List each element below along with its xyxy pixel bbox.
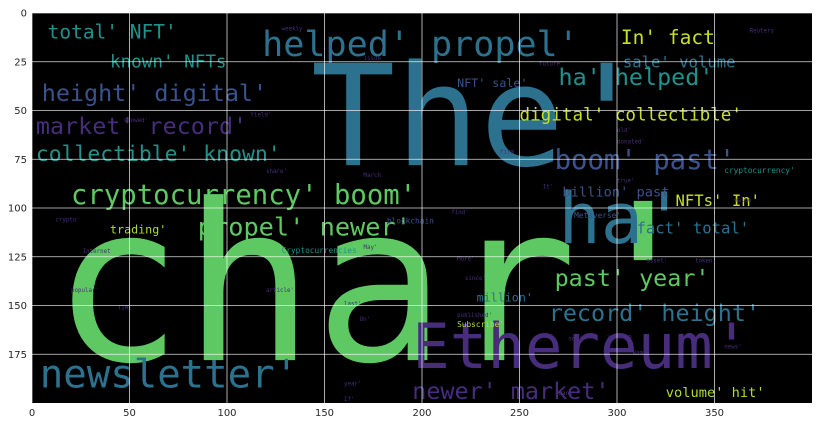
x-axis: 0 50 100 150 200 250 300 350 xyxy=(29,408,724,419)
y-tick-label-1: 25 xyxy=(14,57,27,68)
y-tick-label-4: 100 xyxy=(8,204,27,215)
word-layer: char'The'ha' Ethereum' newsletter' helped' … xyxy=(36,20,795,412)
word-53: popular' xyxy=(71,288,99,294)
word-27: million' xyxy=(477,291,533,305)
word-11: record' height' xyxy=(549,299,760,327)
word-64: year' xyxy=(344,381,361,387)
word-38: Yield' xyxy=(250,112,271,118)
word-52: article' xyxy=(266,288,294,294)
word-9: ha' helped' xyxy=(559,63,714,91)
word-18: In' fact xyxy=(621,26,715,49)
y-tick-label-7: 175 xyxy=(8,350,27,361)
word-43: share' xyxy=(266,169,287,175)
word-42: old' xyxy=(617,128,631,134)
word-13: height' digital' xyxy=(42,79,267,107)
word-25: NFT' sale' xyxy=(457,76,527,90)
word-47: find' xyxy=(451,210,468,216)
y-tick-label-6: 150 xyxy=(8,301,27,312)
word-17: known' NFTs xyxy=(110,53,227,73)
word-57: true' xyxy=(617,179,634,185)
x-tick-label-2: 100 xyxy=(217,408,236,419)
word-4: newsletter' xyxy=(40,352,298,397)
word-5: helped' propel' xyxy=(262,24,579,65)
word-2: ha' xyxy=(559,178,686,260)
word-46: May' xyxy=(364,245,378,251)
word-26: trading' xyxy=(110,222,166,236)
word-58: value xyxy=(734,198,752,204)
x-tick-label-1: 50 xyxy=(123,408,136,419)
word-33: weekly xyxy=(282,27,303,33)
word-6: cryptocurrency' boom' xyxy=(71,180,416,211)
word-39: March xyxy=(364,173,381,179)
y-tick-label-5: 125 xyxy=(8,252,27,263)
word-54: TIME xyxy=(118,305,132,311)
word-3: Ethereum' xyxy=(412,310,750,383)
word-45: Internet xyxy=(83,249,111,255)
word-19: digital' collectible' xyxy=(520,105,742,125)
word-65: If' xyxy=(344,397,354,403)
word-63: Bank xyxy=(559,391,573,397)
x-tick-label-0: 0 xyxy=(29,408,35,419)
y-tick-label-2: 50 xyxy=(14,106,27,117)
word-60: version xyxy=(607,335,631,341)
word-12: newer' market' xyxy=(412,377,609,405)
word-21: NFTs' In' xyxy=(676,192,761,210)
word-56: On' xyxy=(360,317,370,323)
word-51: token' xyxy=(695,259,716,265)
x-tick-label-4: 200 xyxy=(412,408,431,419)
word-30: cryptocurrency' xyxy=(724,166,794,175)
word-50: asset' xyxy=(646,259,667,265)
y-axis: 0 25 50 75 100 125 150 175 xyxy=(8,9,27,361)
x-tick-label-3: 150 xyxy=(315,408,334,419)
word-23: volume' hit' xyxy=(666,385,765,401)
y-tick-label-3: 75 xyxy=(14,155,27,166)
word-37: showed' xyxy=(124,118,148,124)
word-40: donated' xyxy=(617,140,645,146)
word-67: It' xyxy=(543,185,553,191)
word-49: since' xyxy=(465,276,486,282)
y-tick-label-0: 0 xyxy=(21,9,27,20)
word-31: blockchain xyxy=(387,217,434,226)
word-16: total' NFT' xyxy=(48,20,177,43)
word-48: More' xyxy=(457,257,474,263)
word-61: Name xyxy=(633,350,647,356)
word-1: The' xyxy=(311,36,649,199)
word-59: one' xyxy=(568,337,582,343)
x-tick-label-6: 300 xyxy=(607,408,626,419)
word-14: market' record' xyxy=(36,112,247,140)
word-66: last' xyxy=(344,302,361,308)
word-29: Metaverse' xyxy=(574,211,621,220)
word-44: crypto' xyxy=(55,218,79,224)
word-10: past' year' xyxy=(555,264,710,292)
word-15: collectible' known' xyxy=(36,142,281,167)
word-62: news' xyxy=(724,344,741,350)
word-7: boom' past' xyxy=(555,145,736,176)
word-41: firm xyxy=(500,149,514,155)
word-20: sale' volume xyxy=(623,54,736,72)
word-34: Reuters xyxy=(750,29,774,35)
x-tick-label-7: 350 xyxy=(705,408,724,419)
word-28: Subscribe' xyxy=(457,320,504,329)
word-0: char' xyxy=(52,157,709,412)
word-24: billion' past xyxy=(562,184,669,200)
grid-layer xyxy=(31,12,812,403)
word-8: propel' newer' xyxy=(198,212,411,241)
word-35: future' xyxy=(539,62,563,68)
word-36: issue xyxy=(364,56,382,62)
word-32: Cryptocurrencies xyxy=(282,246,357,255)
word-22: fact' total' xyxy=(637,219,750,237)
x-tick-label-5: 250 xyxy=(510,408,529,419)
word-55: published' xyxy=(457,313,492,319)
